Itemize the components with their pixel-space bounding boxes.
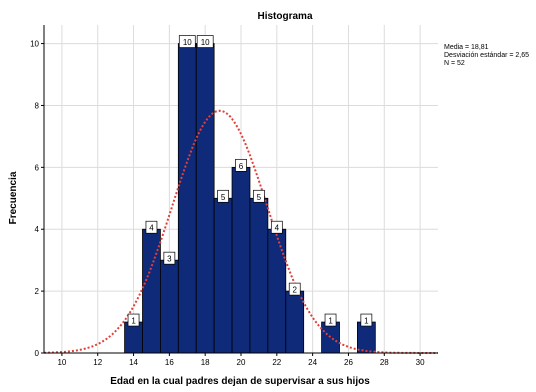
y-tick-label: 8 [35, 101, 40, 110]
histogram-bar [249, 197, 269, 354]
histogram-bar [357, 321, 376, 354]
data-label-box [235, 158, 247, 172]
normal-curve [44, 109, 438, 354]
y-tick-label: 10 [30, 40, 39, 49]
y-tick-label: 2 [35, 287, 40, 296]
data-label: 2 [293, 286, 298, 295]
data-label: 4 [275, 224, 280, 233]
data-label-box [324, 313, 337, 327]
x-tick-label: 14 [129, 358, 138, 367]
x-tick-label: 10 [57, 358, 66, 367]
y-tick-label: 0 [35, 349, 40, 358]
data-label: 1 [364, 317, 369, 326]
x-axis-label: Edad en la cual padres dejan de supervis… [110, 376, 370, 387]
data-label: 5 [257, 193, 262, 202]
stats-mean: Media = 18,81 [444, 44, 489, 51]
data-label: 4 [149, 224, 154, 233]
histogram-bar [321, 321, 340, 354]
data-label: 3 [167, 255, 172, 264]
histogram-bar [195, 43, 215, 354]
data-label: 1 [131, 317, 136, 326]
chart-title: Histograma [257, 11, 312, 22]
histogram-bar [142, 228, 161, 354]
data-label: 1 [328, 317, 333, 326]
histogram-bar [124, 321, 143, 354]
stats-n: N = 52 [444, 60, 465, 67]
data-label-box [217, 189, 229, 203]
x-tick-label: 12 [93, 358, 102, 367]
data-label-box [163, 251, 176, 265]
histogram-bar [177, 43, 197, 354]
x-tick-label: 22 [272, 358, 281, 367]
data-label-box [127, 313, 140, 327]
histogram-bar [213, 197, 233, 354]
y-tick-label: 4 [35, 225, 40, 234]
histogram-bar [285, 290, 305, 354]
stats-legend: Media = 18,81 Desviación estándar = 2,65… [444, 44, 529, 67]
y-tick-label: 6 [35, 163, 40, 172]
data-label: 10 [183, 38, 192, 47]
data-label-box [145, 220, 158, 234]
histogram-bar [231, 166, 251, 354]
data-label-box [360, 313, 373, 327]
stats-sd: Desviación estándar = 2,65 [444, 52, 529, 59]
data-label-box [178, 35, 196, 48]
data-label: 6 [239, 162, 244, 171]
x-tick-label: 20 [237, 358, 246, 367]
x-tick-label: 30 [416, 358, 425, 367]
x-tick-label: 28 [380, 358, 389, 367]
data-label-box [288, 282, 301, 296]
data-labels-layer: 1 4 3 10 10 5 6 5 4 2 1 1 [127, 35, 373, 327]
x-tick-label: 26 [344, 358, 353, 367]
histogram-bar [160, 259, 179, 354]
x-tick-label: 18 [201, 358, 210, 367]
data-label: 5 [221, 193, 226, 202]
x-tick-label: 24 [308, 358, 317, 367]
data-label-box [253, 189, 265, 203]
y-axis-label: Frecuencia [8, 171, 19, 224]
data-label-box [270, 220, 283, 234]
histogram-bar [267, 228, 287, 354]
data-label-box [196, 35, 214, 48]
normal-curve-layer [44, 109, 438, 354]
data-label: 10 [201, 38, 210, 47]
x-tick-label: 16 [165, 358, 174, 367]
